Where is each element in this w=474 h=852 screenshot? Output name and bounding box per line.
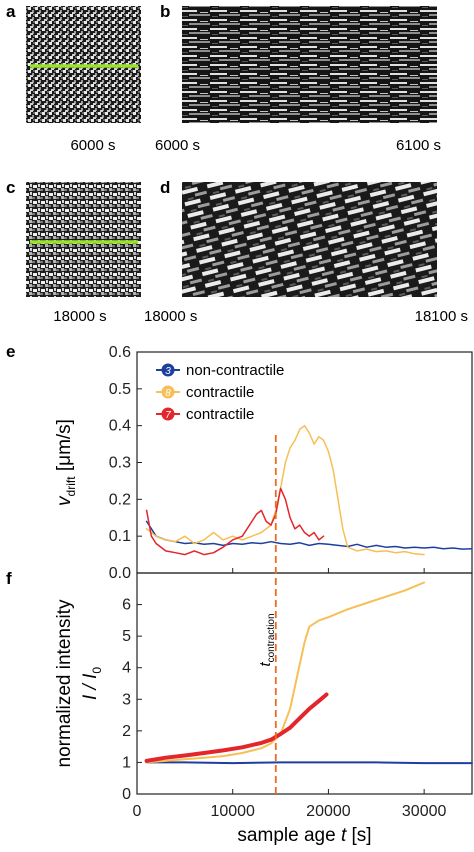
chart-f-ytick-label: 4 bbox=[122, 660, 131, 677]
chart-f-ytick-label: 5 bbox=[122, 628, 131, 645]
chart-e-legend-entry: 3 non-contractile bbox=[156, 362, 284, 379]
panel-b-time-end: 6100 s bbox=[396, 137, 441, 154]
panel-d-time-start: 18000 s bbox=[144, 308, 197, 325]
panel-label-f: f bbox=[6, 569, 12, 588]
micrograph-c bbox=[26, 182, 141, 297]
t-contraction-label: tcontraction bbox=[257, 613, 277, 666]
panel-label-b: b bbox=[160, 2, 170, 21]
chart-e-ytick-label: 0.3 bbox=[109, 455, 131, 472]
chart-f-ylabel-line1: normalized intensity bbox=[54, 599, 75, 767]
kymograph-d bbox=[182, 182, 437, 297]
chart-f-ytick-label: 2 bbox=[122, 723, 131, 740]
panel-b-time-start: 6000 s bbox=[155, 137, 200, 154]
legend-marker bbox=[161, 363, 175, 377]
legend-marker-label: 7 bbox=[165, 410, 171, 421]
legend-marker bbox=[161, 407, 175, 421]
chart-e-ylabel: vdrift [μm/s] bbox=[54, 419, 78, 506]
chart-e-legend-entry: 8 contractile bbox=[156, 384, 254, 401]
panel-label-d: d bbox=[160, 178, 170, 197]
chart-f-series-line bbox=[145, 761, 473, 765]
chart-e-ytick-label: 0.0 bbox=[109, 565, 131, 582]
chart-f-xtick-label: 30000 bbox=[402, 803, 447, 820]
chart-f-xtick-label: 0 bbox=[133, 803, 142, 820]
panel-label-c: c bbox=[6, 178, 15, 197]
legend-label: contractile bbox=[186, 384, 254, 401]
chart-e-ytick-label: 0.6 bbox=[109, 344, 131, 361]
chart-e-ytick-label: 0.1 bbox=[109, 528, 131, 545]
legend-marker-label: 8 bbox=[165, 388, 171, 399]
chart-f: 0 1 2 3 4 5 6 0 10000 20000 30000 normalized intens… bbox=[54, 572, 473, 846]
chart-f-xlabel: sample age t [s] bbox=[237, 825, 371, 846]
chart-f-ytick-label: 1 bbox=[122, 754, 131, 771]
panel-a-time: 6000 s bbox=[70, 137, 115, 154]
panel-c-time: 18000 s bbox=[53, 308, 106, 325]
chart-e-series-line bbox=[145, 487, 325, 556]
chart-f-ylabel-line2: I / I0 bbox=[80, 667, 104, 700]
chart-e-series-line bbox=[145, 520, 473, 550]
panel-d-time-end: 18100 s bbox=[415, 308, 468, 325]
panel-label-a: a bbox=[6, 2, 16, 21]
chart-e-series-line bbox=[145, 424, 425, 556]
chart-e-ytick-label: 0.2 bbox=[109, 491, 131, 508]
chart-e-ytick-label: 0.5 bbox=[109, 381, 131, 398]
legend-marker-label: 3 bbox=[165, 366, 171, 377]
chart-f-series-line bbox=[144, 692, 329, 763]
chart-f-ytick-label: 0 bbox=[122, 786, 131, 803]
chart-f-frame bbox=[136, 572, 473, 795]
legend-label: non-contractile bbox=[186, 362, 284, 379]
legend-label: contractile bbox=[186, 406, 254, 423]
chart-f-xtick-label: 20000 bbox=[306, 803, 351, 820]
chart-f-xtick-label: 10000 bbox=[210, 803, 255, 820]
chart-f-series-line bbox=[145, 581, 426, 764]
panel-label-e: e bbox=[6, 342, 15, 361]
chart-f-ytick-label: 6 bbox=[122, 597, 131, 614]
chart-e-legend-entry: 7 contractile bbox=[156, 406, 254, 423]
legend-marker bbox=[161, 385, 175, 399]
chart-e: 0.0 0.1 0.2 0.3 0.4 0.5 0.6 vdrift [μm/s] 3 non-c… bbox=[54, 344, 473, 582]
chart-f-ytick-label: 3 bbox=[122, 691, 131, 708]
chart-e-ytick-label: 0.4 bbox=[109, 418, 131, 435]
kymograph-b bbox=[182, 6, 437, 123]
